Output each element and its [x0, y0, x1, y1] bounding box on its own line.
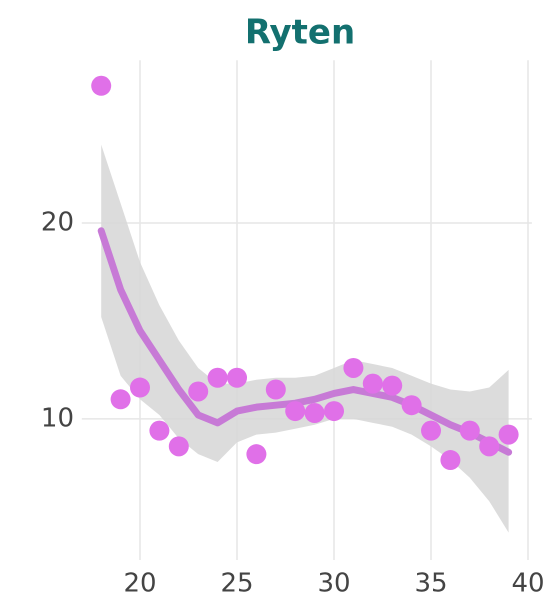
point	[362, 373, 383, 394]
point	[130, 377, 151, 398]
point	[324, 401, 345, 422]
point	[382, 375, 403, 396]
x-tick-label: 40	[511, 569, 544, 599]
point	[421, 420, 442, 441]
x-tick-label: 20	[123, 569, 156, 599]
point	[168, 436, 189, 457]
smooth-line	[97, 227, 513, 456]
point	[149, 420, 170, 441]
point	[459, 420, 480, 441]
x-tick-label: 30	[317, 569, 350, 599]
point	[343, 357, 364, 378]
chart-title: Ryten	[245, 13, 355, 53]
point	[91, 75, 112, 96]
point	[479, 436, 500, 457]
y-tick-label: 20	[41, 207, 74, 237]
point	[285, 401, 306, 422]
point	[498, 424, 519, 445]
point	[304, 403, 325, 424]
point	[265, 379, 286, 400]
point	[440, 450, 461, 471]
y-tick-label: 10	[41, 403, 74, 433]
point	[246, 444, 267, 465]
confidence-band	[101, 144, 509, 533]
point	[207, 367, 228, 388]
x-tick-label: 35	[414, 569, 447, 599]
point	[110, 389, 131, 410]
point	[401, 395, 422, 416]
x-tick-label: 25	[220, 569, 253, 599]
point	[227, 367, 248, 388]
point	[188, 381, 209, 402]
